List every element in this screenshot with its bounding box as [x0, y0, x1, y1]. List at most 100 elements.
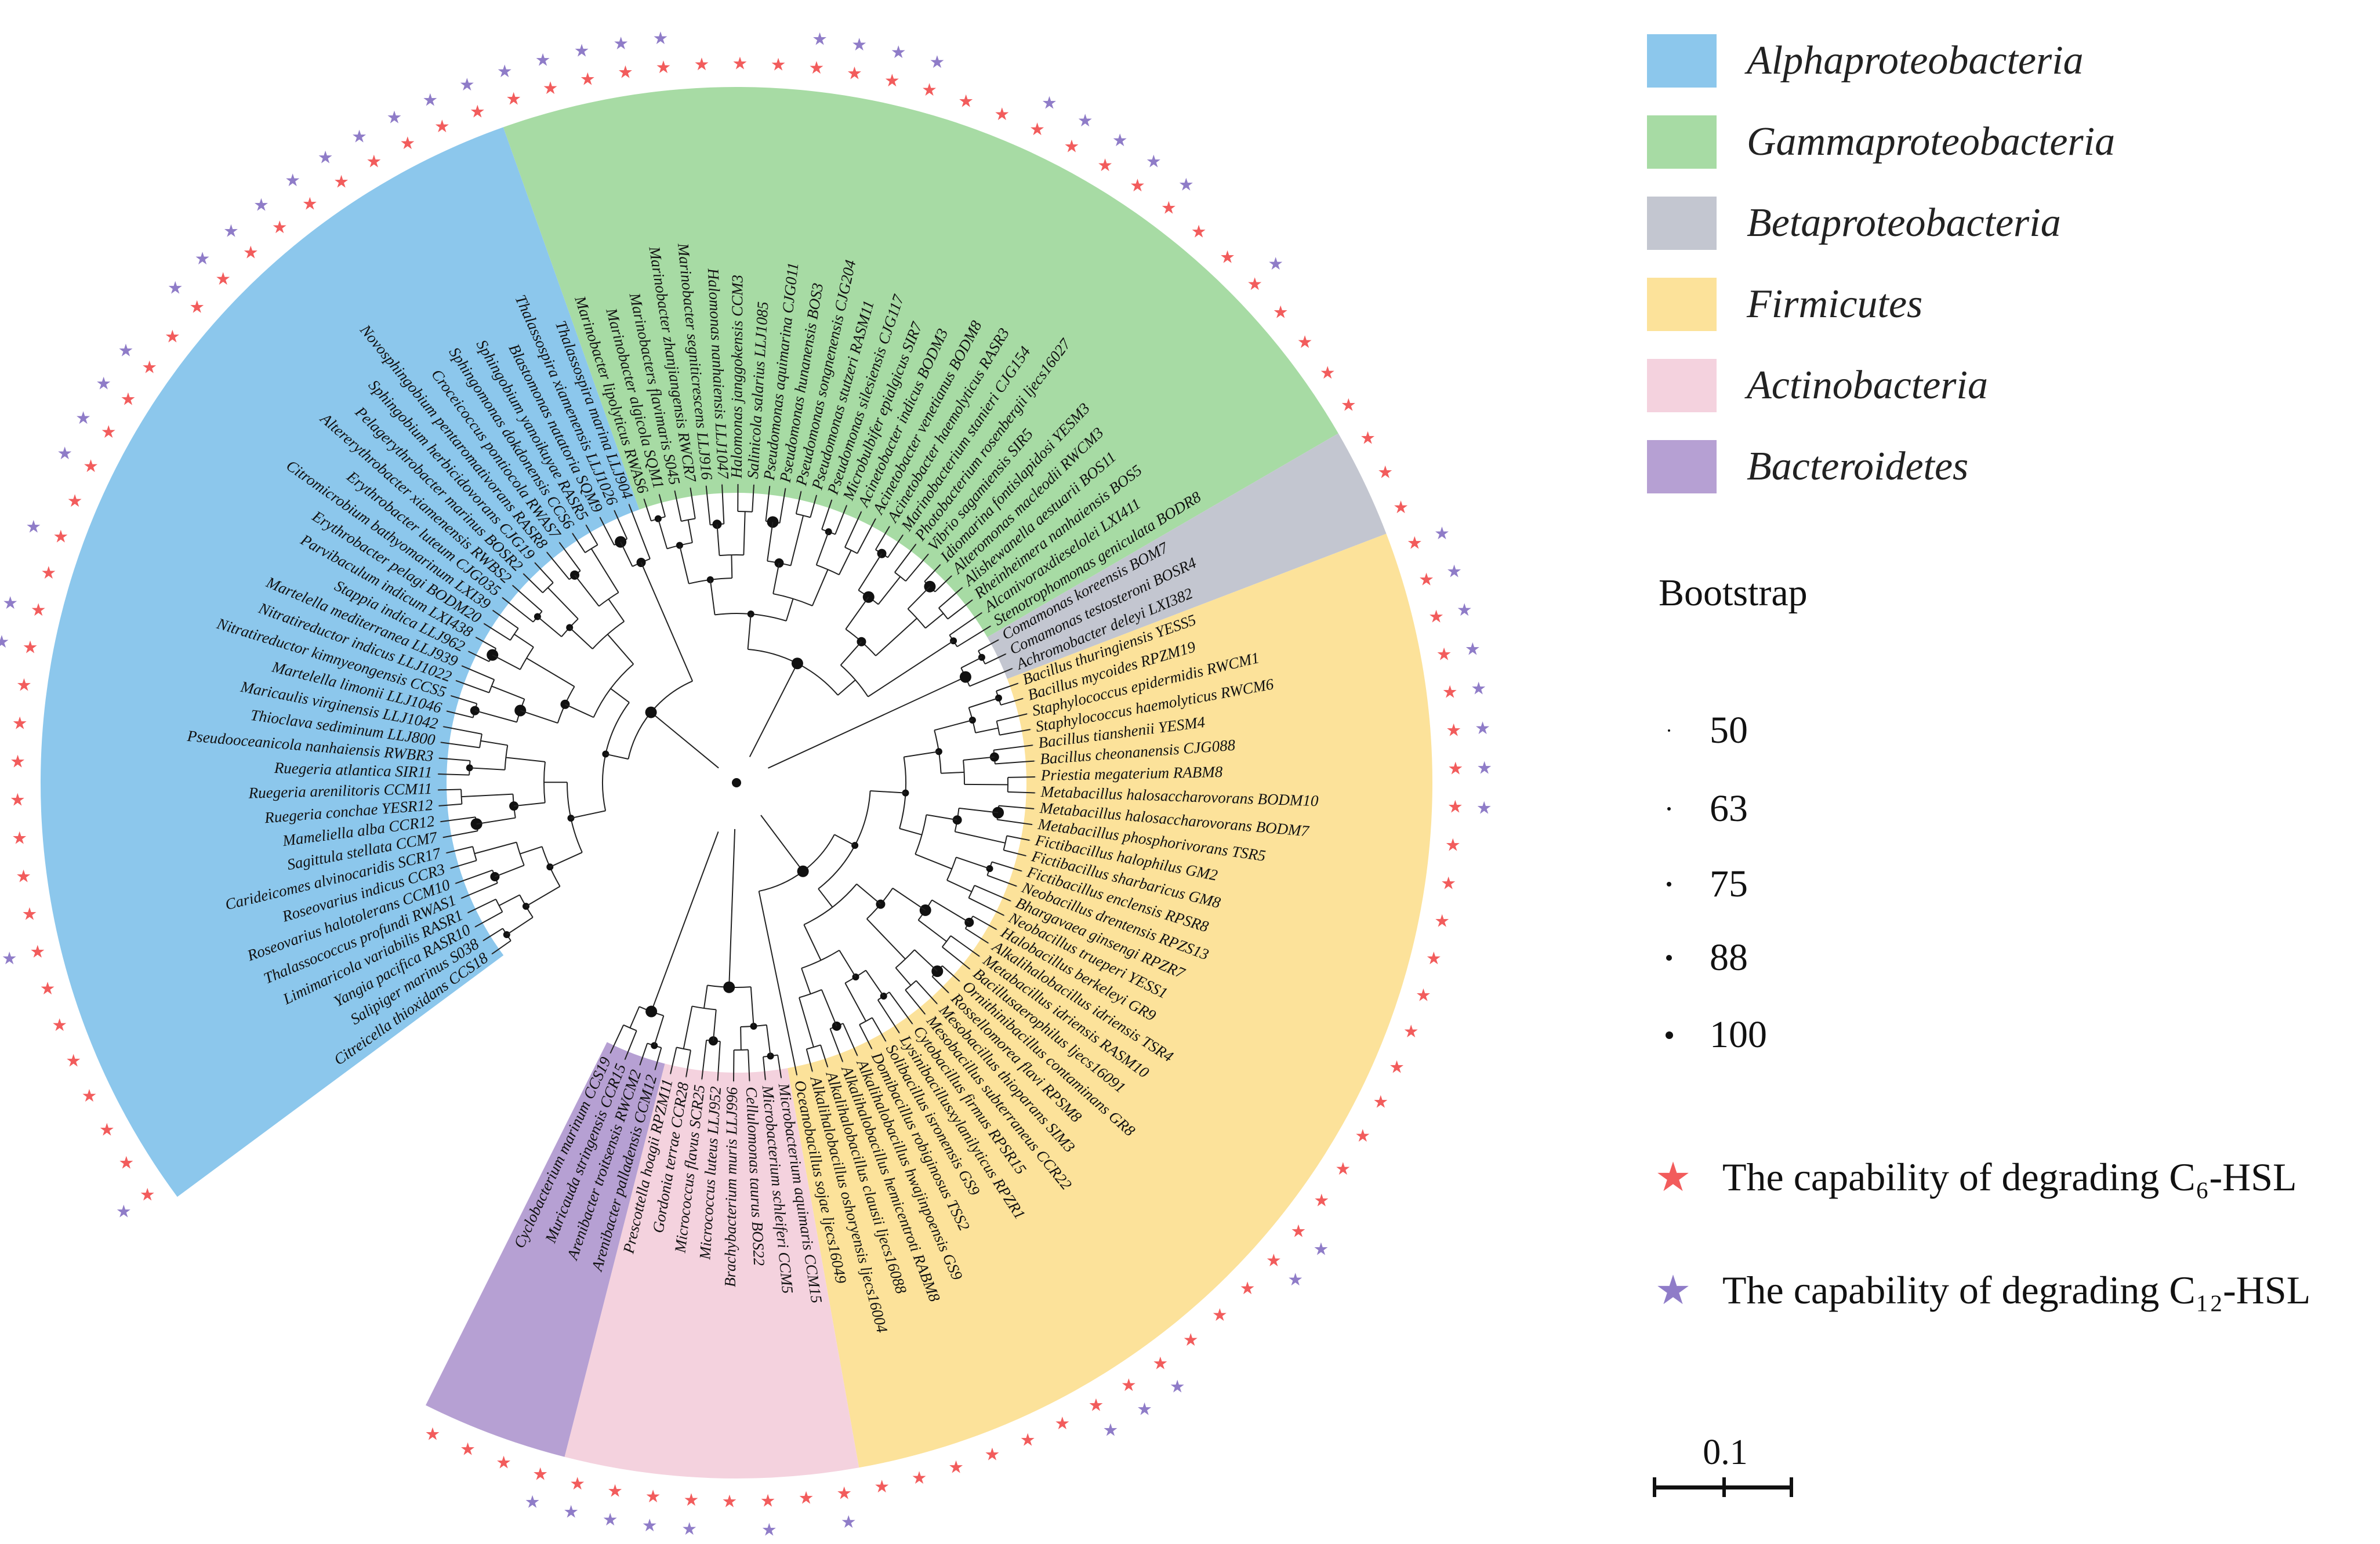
branch-radial	[978, 639, 999, 652]
red-star-icon: ★	[1426, 949, 1442, 969]
taxon-label: Brachybacterium muris LLJ996	[721, 1087, 741, 1287]
branch-radial	[1000, 697, 1024, 706]
scale-bar-tick	[1722, 1477, 1726, 1497]
leader-line	[940, 562, 942, 565]
branch-radial	[455, 869, 493, 884]
legend-swatch	[1647, 359, 1717, 412]
branch-radial	[752, 484, 754, 512]
branch-radial	[821, 499, 833, 530]
red-star-icon: ★	[985, 1444, 1000, 1465]
bootstrap-node	[791, 657, 803, 670]
bootstrap-title: Bootstrap	[1659, 572, 1808, 614]
leader-line	[459, 664, 462, 666]
purple-star-icon: ★	[497, 61, 513, 82]
bootstrap-item: 100	[1659, 1012, 1767, 1058]
branch-radial	[468, 651, 489, 662]
red-star-icon: ★	[799, 1488, 814, 1509]
bootstrap-node	[723, 981, 735, 993]
red-star-icon: ★	[66, 1051, 81, 1071]
red-star-icon: ★	[1152, 1353, 1168, 1374]
branch-radial	[438, 757, 470, 762]
red-star-icon: ★	[12, 829, 27, 849]
branch-radial	[658, 494, 666, 517]
branch-radial	[777, 1055, 782, 1078]
bootstrap-node	[959, 671, 971, 683]
red-star-icon: ★	[694, 55, 709, 75]
red-star-icon: ★	[1130, 176, 1145, 196]
red-star-icon: ★	[366, 152, 382, 172]
purple-star-icon: ★	[1137, 1400, 1152, 1420]
branch-radial	[934, 720, 973, 731]
branch-radial	[905, 989, 926, 1015]
leader-line	[857, 1055, 859, 1058]
branch-radial	[703, 985, 708, 1009]
branch-radial	[844, 982, 866, 1022]
branch-arc	[938, 607, 949, 620]
branch-radial	[687, 519, 693, 543]
taxon-label: Priestia megaterium RABM8	[1040, 763, 1223, 784]
red-star-icon: ★	[333, 172, 349, 192]
branch-arc	[510, 628, 519, 641]
leader-line	[438, 742, 441, 743]
branch-radial	[709, 579, 716, 615]
red-star-icon: ★	[52, 1015, 67, 1036]
bootstrap-dot	[1659, 955, 1679, 961]
bootstrap-value: 50	[1710, 709, 1748, 751]
branch-radial	[748, 1049, 750, 1081]
red-star-icon: ★	[30, 942, 45, 962]
red-star-icon: ★	[1434, 911, 1450, 931]
leader-line	[690, 485, 691, 488]
branch-radial	[888, 991, 913, 1025]
red-star-icon: ★	[506, 89, 521, 110]
red-star-icon: ★	[16, 675, 32, 696]
sector-gammaproteobacteria	[503, 87, 1338, 637]
purple-star-icon: ★	[459, 75, 475, 95]
branch-radial	[934, 575, 952, 593]
red-star-icon: ★	[1161, 198, 1177, 218]
purple-star-icon: ★	[891, 42, 906, 63]
red-star-icon: ★	[1297, 332, 1313, 353]
leader-line	[889, 524, 891, 527]
leader-line	[491, 608, 493, 611]
leader-line	[1032, 744, 1035, 746]
leader-line	[871, 1048, 873, 1051]
red-star-icon: ★	[543, 78, 558, 99]
leader-line	[584, 522, 586, 525]
purple-star-icon: ★	[1077, 111, 1093, 131]
sector-betaproteobacteria	[987, 433, 1387, 680]
branch-radial	[716, 524, 720, 556]
red-star-icon: ★	[1446, 720, 1461, 740]
red-star-icon: ★	[1355, 1126, 1370, 1146]
purple-star-icon: ★	[613, 34, 629, 54]
branch-radial	[821, 989, 837, 1027]
branch-radial	[995, 760, 1035, 765]
branch-arc	[585, 544, 598, 553]
leader-line	[1006, 652, 1008, 655]
purple-star-icon: ★	[1475, 718, 1490, 739]
branch-radial	[460, 882, 498, 899]
branch-radial	[915, 853, 952, 870]
branch-radial	[811, 569, 829, 606]
bootstrap-dot	[1659, 807, 1679, 811]
branch-radial	[712, 1009, 717, 1041]
branch-radial	[614, 510, 628, 539]
branch-radial	[844, 511, 862, 548]
branch-radial	[609, 1025, 625, 1054]
red-star-icon: ★	[434, 117, 450, 137]
purple-star-icon: ★	[1465, 639, 1481, 659]
red-star-icon: ★	[460, 1440, 476, 1460]
leader-line	[951, 573, 954, 576]
branch-radial	[985, 653, 1007, 664]
branch-radial	[743, 511, 746, 555]
branch-radial	[845, 597, 869, 630]
branch-arc	[676, 1047, 691, 1051]
bootstrap-dot	[1659, 729, 1679, 732]
red-star-icon: ★	[884, 71, 900, 91]
red-star-icon: ★	[83, 456, 99, 477]
red-star-icon: ★	[10, 790, 26, 811]
red-star-icon: ★	[12, 713, 28, 733]
branch-root	[749, 663, 798, 757]
branch-radial	[965, 928, 989, 944]
purple-star-icon: ★	[681, 1519, 697, 1539]
branch-radial	[872, 1017, 887, 1042]
